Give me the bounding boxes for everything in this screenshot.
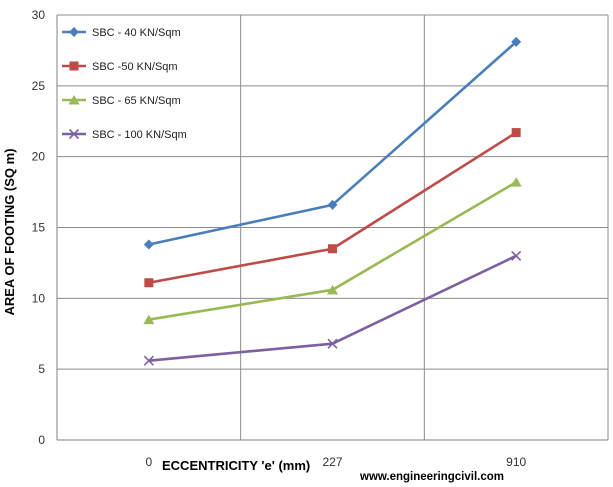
- x-axis-title: ECCENTRICITY 'e' (mm): [162, 458, 310, 473]
- series-group: [144, 128, 521, 288]
- data-point: [511, 36, 522, 47]
- watermark-text: www.engineeringcivil.com: [359, 471, 504, 483]
- x-tick-labels: 0 227 910: [145, 455, 526, 469]
- legend-entry: SBC -50 KN/Sqm: [62, 61, 178, 73]
- data-point: [143, 314, 155, 325]
- data-point: [143, 355, 154, 366]
- legend-label: SBC -50 KN/Sqm: [92, 61, 178, 73]
- legend-label: SBC - 100 KN/Sqm: [92, 129, 187, 141]
- legend-entry: SBC - 65 KN/Sqm: [62, 95, 181, 107]
- data-point: [510, 177, 522, 187]
- y-tick-label: 0: [38, 433, 45, 447]
- series-group: [143, 250, 522, 366]
- series-group: [143, 177, 522, 325]
- data-point: [68, 95, 80, 105]
- y-tick-label: 20: [32, 150, 46, 164]
- data-point: [511, 128, 521, 138]
- data-point: [144, 278, 154, 288]
- y-tick-label: 5: [38, 362, 45, 376]
- y-tick-labels: 0 5 10 15 20 25 30: [32, 8, 46, 447]
- legend-label: SBC - 65 KN/Sqm: [92, 95, 181, 107]
- legend-label: SBC - 40 KN/Sqm: [92, 27, 181, 39]
- data-point: [511, 250, 522, 261]
- data-point: [328, 244, 337, 254]
- gridlines: [56, 14, 609, 441]
- data-point: [143, 239, 154, 250]
- series-layer: [143, 36, 522, 366]
- x-tick-label: 910: [506, 455, 526, 469]
- x-tick-label: 0: [145, 455, 152, 469]
- data-point: [69, 27, 79, 37]
- y-tick-label: 15: [32, 221, 46, 235]
- x-tick-label: 227: [322, 455, 342, 469]
- y-tick-label: 10: [32, 291, 46, 305]
- y-tick-label: 30: [32, 8, 46, 22]
- legend: SBC - 40 KN/Sqm SBC -50 KN/Sqm SBC - 65 KN…: [62, 27, 187, 141]
- data-point: [327, 284, 338, 295]
- series-group: [143, 36, 522, 250]
- y-tick-label: 25: [32, 79, 46, 93]
- legend-entry: SBC - 100 KN/Sqm: [62, 128, 187, 141]
- data-point: [327, 199, 338, 210]
- y-axis-title: AREA OF FOOTING (SQ m): [2, 148, 17, 315]
- legend-entry: SBC - 40 KN/Sqm: [62, 27, 181, 39]
- data-point: [69, 61, 79, 71]
- data-point: [68, 128, 80, 140]
- data-point: [327, 338, 338, 349]
